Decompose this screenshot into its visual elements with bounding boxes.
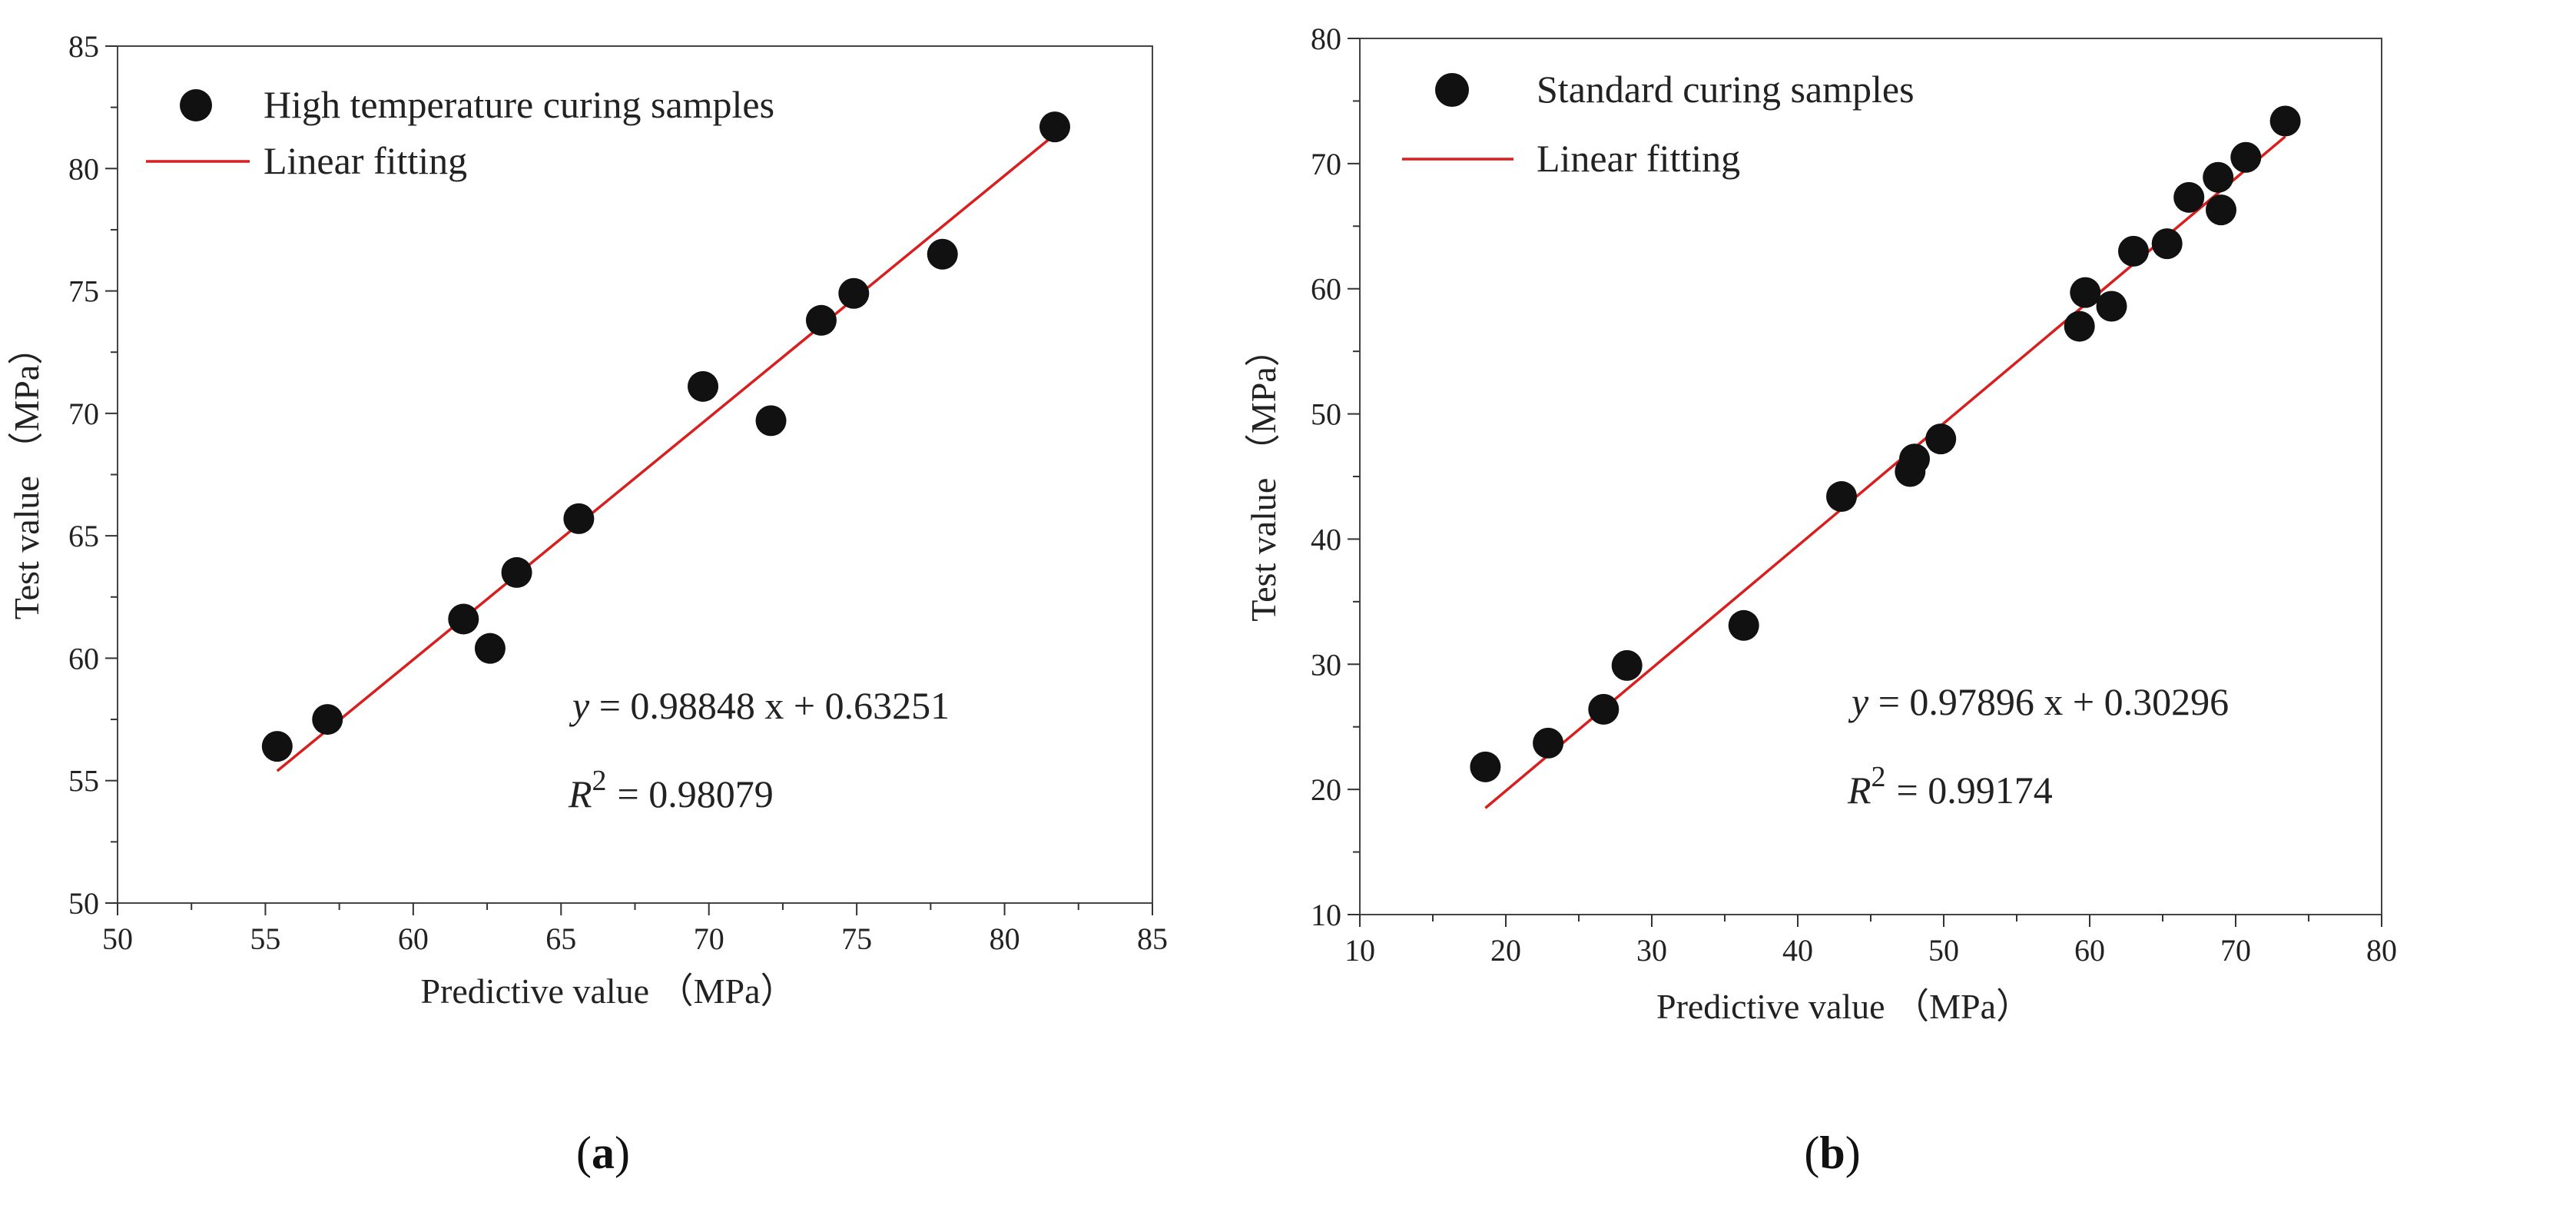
x-tick-label: 80 — [990, 921, 1020, 956]
x-tick-label: 85 — [1137, 921, 1168, 956]
r-squared-exponent: 2 — [592, 765, 607, 797]
x-axis-label: Predictive value （MPa） — [1656, 987, 2031, 1026]
y-tick-label: 70 — [1311, 147, 1341, 181]
x-tick-label: 30 — [1636, 933, 1667, 968]
data-point — [1611, 649, 1643, 681]
panel-caption: (a) — [576, 1127, 630, 1178]
r-squared-var: R — [568, 772, 592, 815]
data-point — [927, 238, 958, 270]
equation-rhs: = 0.98848 x + 0.63251 — [599, 684, 950, 727]
data-point — [805, 304, 837, 336]
data-point — [1925, 423, 1957, 455]
data-point — [1533, 727, 1564, 759]
data-point — [1728, 609, 1759, 641]
caption-open: ( — [576, 1127, 592, 1178]
data-point — [1039, 111, 1070, 143]
caption-close: ) — [1845, 1127, 1861, 1178]
r-squared: R2 = 0.98079 — [568, 765, 774, 815]
y-tick-label: 10 — [1311, 898, 1341, 932]
y-tick-label: 30 — [1311, 647, 1341, 682]
x-tick-label: 50 — [102, 921, 133, 956]
r-squared-value: = 0.98079 — [618, 772, 774, 815]
data-point — [2203, 161, 2234, 193]
caption-letter: b — [1819, 1127, 1845, 1178]
caption-letter: a — [592, 1127, 615, 1178]
legend-point-marker — [180, 89, 212, 121]
data-point — [2173, 181, 2205, 213]
x-tick-label: 55 — [250, 921, 280, 956]
data-point — [2206, 194, 2236, 226]
y-tick-label: 75 — [68, 274, 99, 309]
caption-close: ) — [615, 1127, 630, 1178]
y-axis-label: Test value （MPa） — [7, 330, 46, 620]
data-point — [501, 556, 532, 588]
r-squared-exponent: 2 — [1871, 761, 1886, 793]
data-point — [2096, 291, 2127, 322]
data-point — [474, 633, 506, 664]
y-tick-label: 70 — [68, 397, 99, 431]
data-point — [2118, 235, 2149, 267]
x-tick-label: 20 — [1490, 933, 1521, 968]
legend-point-marker — [1435, 73, 1469, 107]
x-tick-label: 70 — [694, 921, 724, 956]
y-tick-label: 80 — [1311, 22, 1341, 56]
panel-caption: (b) — [1804, 1127, 1860, 1178]
data-point — [448, 603, 479, 635]
data-point — [2230, 141, 2262, 173]
x-tick-label: 70 — [2220, 933, 2251, 968]
fit-line — [1484, 135, 2286, 809]
data-point — [1470, 751, 1501, 782]
data-point — [261, 731, 293, 762]
panel-a: 50 55 60 65 70 75 80 85 50 55 60 65 70 75 80 85 Predicti… — [7, 29, 1168, 1178]
x-tick-label: 60 — [2074, 933, 2105, 968]
y-tick-label: 50 — [68, 886, 99, 921]
x-tick-label: 65 — [545, 921, 576, 956]
data-point — [755, 405, 787, 437]
legend-label-samples: Standard curing samples — [1537, 68, 1915, 111]
caption-open: ( — [1804, 1127, 1819, 1178]
data-point — [2070, 277, 2101, 308]
x-tick-label: 40 — [1782, 933, 1813, 968]
y-tick-label: 85 — [68, 29, 99, 64]
equation-y-var: y — [1848, 680, 1878, 723]
x-tick-label: 60 — [398, 921, 429, 956]
x-tick-label: 80 — [2366, 933, 2397, 968]
x-tick-label: 75 — [841, 921, 872, 956]
y-tick-label: 65 — [68, 519, 99, 553]
x-tick-label: 50 — [1928, 933, 1959, 968]
legend-label-fit: Linear fitting — [1537, 137, 1740, 180]
data-point — [1826, 481, 1857, 513]
legend-label-samples: High temperature curing samples — [264, 83, 774, 126]
data-point — [688, 370, 719, 402]
data-point — [2064, 310, 2095, 342]
fit-equation: y = 0.97896 x + 0.30296 — [1848, 680, 2229, 723]
r-squared-value: = 0.99174 — [1897, 769, 2053, 812]
y-tick-label: 40 — [1311, 522, 1341, 556]
y-tick-label: 50 — [1311, 397, 1341, 432]
panel-b: 10 20 30 40 50 60 70 80 10 20 30 40 50 60 70 80 Predicti… — [1244, 22, 2397, 1178]
data-point — [563, 503, 595, 534]
r-squared-var: R — [1847, 769, 1871, 812]
y-axis-label: Test value （MPa） — [1244, 331, 1283, 622]
y-tick-label: 60 — [68, 641, 99, 676]
fit-equation: y = 0.98848 x + 0.63251 — [569, 684, 950, 727]
data-point — [1899, 443, 1930, 475]
legend-label-fit: Linear fitting — [264, 139, 467, 182]
data-point — [1588, 693, 1620, 725]
data-point — [838, 277, 870, 309]
data-point — [312, 704, 343, 736]
fit-line — [276, 133, 1056, 772]
equation-y-var: y — [569, 684, 599, 727]
data-point — [2151, 228, 2183, 260]
y-tick-label: 60 — [1311, 272, 1341, 307]
y-tick-label: 55 — [68, 764, 99, 799]
x-tick-label: 10 — [1344, 933, 1375, 968]
r-squared: R2 = 0.99174 — [1847, 761, 2053, 812]
x-axis-label: Predictive value （MPa） — [420, 971, 795, 1011]
y-tick-label: 80 — [68, 151, 99, 186]
data-point — [2269, 105, 2301, 137]
y-tick-label: 20 — [1311, 772, 1341, 807]
equation-rhs: = 0.97896 x + 0.30296 — [1878, 680, 2229, 723]
